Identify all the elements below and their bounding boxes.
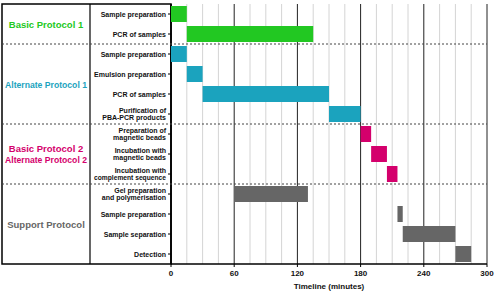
task-label: PCR of samples	[113, 91, 166, 99]
x-tick-label: 240	[417, 269, 431, 278]
minor-grid-line	[455, 4, 456, 264]
task-bar	[403, 226, 456, 242]
row-tick	[168, 254, 171, 255]
task-label: Sample preparation	[101, 11, 166, 19]
x-tick	[297, 264, 298, 267]
row-tick	[168, 154, 171, 155]
row-tick	[168, 174, 171, 175]
group-separator	[2, 184, 487, 185]
task-bar	[171, 46, 187, 62]
task-label: Emulsion preparation	[94, 71, 166, 79]
row-tick	[168, 74, 171, 75]
group-label: Support Protocol	[7, 219, 85, 230]
x-tick-label: 120	[291, 269, 305, 278]
minor-grid-line	[281, 4, 282, 264]
minor-grid-line	[313, 4, 314, 264]
x-tick	[234, 264, 235, 267]
task-bar	[234, 186, 308, 202]
grid-line	[234, 4, 235, 264]
group-label: Alternate Protocol 1	[5, 79, 88, 90]
task-label: Incubation with	[115, 167, 166, 174]
task-bar	[171, 6, 187, 22]
x-tick-label: 180	[354, 269, 368, 278]
group-separator	[2, 44, 487, 45]
minor-grid-line	[329, 4, 330, 264]
group-label: Basic Protocol 1	[9, 19, 84, 30]
task-label: magnetic beads	[113, 134, 166, 142]
label-frame	[2, 4, 171, 264]
grid	[171, 4, 487, 264]
task-label: magnetic beads	[113, 154, 166, 162]
column-divider	[89, 4, 90, 264]
task-label: PCR of samples	[113, 31, 166, 39]
grid-line	[487, 4, 488, 264]
minor-grid-line	[376, 4, 377, 264]
minor-grid-line	[265, 4, 266, 264]
group-label: Basic Protocol 2	[9, 143, 83, 154]
row-tick	[168, 214, 171, 215]
x-tick	[171, 264, 172, 267]
row-tick	[168, 194, 171, 195]
row-tick	[168, 134, 171, 135]
row-tick	[168, 114, 171, 115]
x-tick	[423, 264, 424, 267]
x-axis-label: Timeline (minutes)	[294, 282, 365, 291]
row-tick	[168, 234, 171, 235]
task-label: Sample separation	[104, 231, 166, 239]
chart: Basic Protocol 1 Sample preparation PCR of…	[0, 0, 500, 294]
minor-grid-line	[392, 4, 393, 264]
x-axis-line	[171, 263, 487, 265]
minor-grid-line	[218, 4, 219, 264]
row-tick	[168, 54, 171, 55]
task-bar	[371, 146, 387, 162]
task-bar	[187, 26, 313, 42]
x-tick	[360, 264, 361, 267]
group-separator	[2, 124, 487, 125]
task-bar	[397, 206, 402, 222]
task-bar	[203, 86, 329, 102]
minor-grid-line	[344, 4, 345, 264]
task-bar	[329, 106, 361, 122]
x-tick-label: 0	[169, 269, 174, 278]
row-tick	[168, 14, 171, 15]
minor-grid-line	[186, 4, 187, 264]
minor-grid-line	[202, 4, 203, 264]
task-bar	[387, 166, 398, 182]
x-tick-label: 60	[230, 269, 239, 278]
task-label: Sample preparation	[101, 211, 166, 219]
x-tick	[487, 264, 488, 267]
task-label: PBA-PCR products	[102, 114, 166, 122]
minor-grid-line	[439, 4, 440, 264]
task-bar	[455, 246, 471, 262]
row-tick	[168, 34, 171, 35]
grid-line	[423, 4, 424, 264]
task-label: Purification of	[119, 107, 167, 114]
minor-grid-line	[408, 4, 409, 264]
minor-grid-line	[471, 4, 472, 264]
task-label: Sample preparation	[101, 51, 166, 59]
task-bar	[361, 126, 372, 142]
minor-grid-line	[250, 4, 251, 264]
group-label: Alternate Protocol 2	[5, 154, 87, 165]
task-bar	[187, 66, 203, 82]
task-label: complement sequence	[94, 174, 166, 182]
row-tick	[168, 94, 171, 95]
task-label: Detection	[134, 251, 166, 258]
task-label: and polymerisation	[102, 194, 166, 202]
x-tick-label: 300	[480, 269, 494, 278]
task-label: Incubation with	[115, 147, 166, 154]
grid-line	[297, 4, 298, 264]
